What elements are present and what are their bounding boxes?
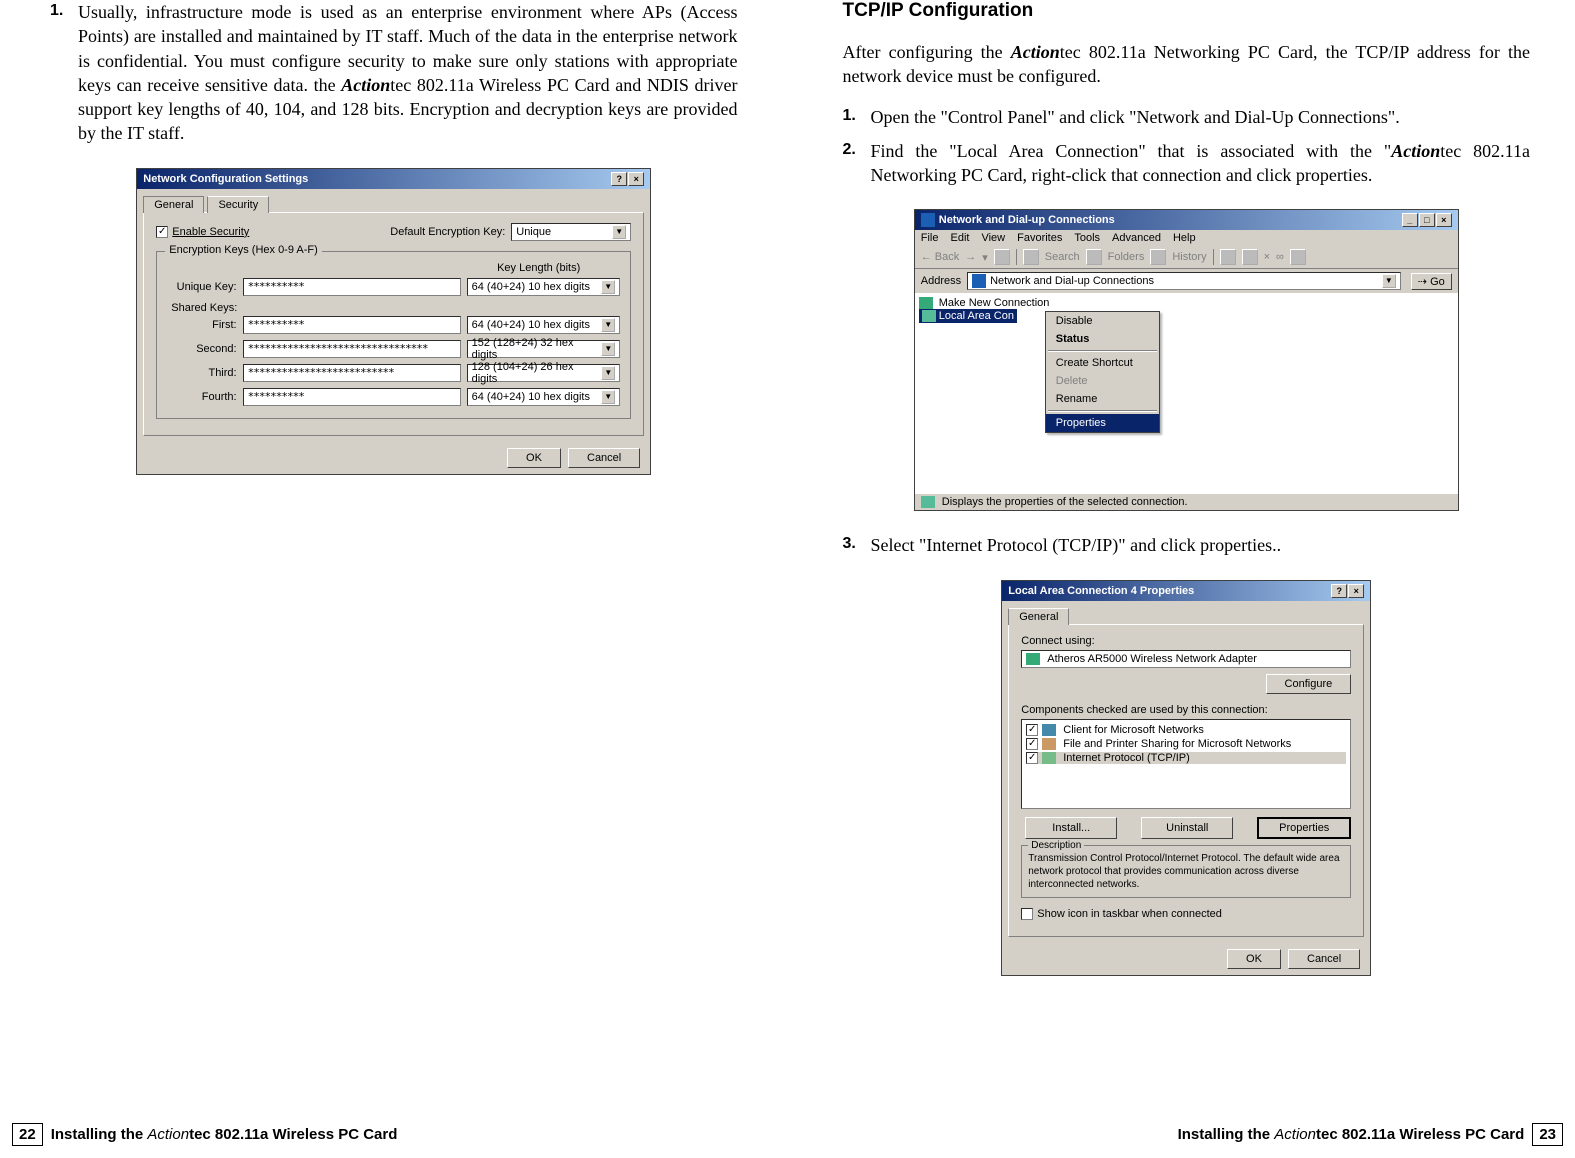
maximize-icon[interactable]: □ bbox=[1419, 213, 1435, 227]
adapter-icon bbox=[1026, 653, 1040, 665]
tab-general[interactable]: General bbox=[1008, 608, 1069, 625]
enable-security-checkbox[interactable]: ✓ Enable Security bbox=[156, 226, 249, 238]
connection-icon bbox=[919, 297, 933, 309]
ok-button[interactable]: OK bbox=[507, 448, 561, 468]
step-1-right: 1. Open the "Control Panel" and click "N… bbox=[843, 105, 1531, 129]
left-page: 1. Usually, infrastructure mode is used … bbox=[0, 0, 788, 1158]
second-key-input[interactable]: ******************************** bbox=[243, 340, 461, 358]
configure-button[interactable]: Configure bbox=[1266, 674, 1352, 694]
keylen-combo-3[interactable]: 128 (104+24) 26 hex digits▼ bbox=[467, 364, 621, 382]
menu-bar[interactable]: FileEditViewFavoritesToolsAdvancedHelp bbox=[915, 230, 1458, 246]
close-icon[interactable]: × bbox=[1436, 213, 1452, 227]
step-2-right: 2. Find the "Local Area Connection" that… bbox=[843, 139, 1531, 188]
step-3-right: 3. Select "Internet Protocol (TCP/IP)" a… bbox=[843, 533, 1531, 557]
intro-paragraph: After configuring the Actiontec 802.11a … bbox=[843, 40, 1531, 89]
step-text: Usually, infrastructure mode is used as … bbox=[78, 0, 738, 146]
footer-left: 22 Installing the Actiontec 802.11a Wire… bbox=[12, 1123, 397, 1146]
network-config-dialog: Network Configuration Settings ? × Gener… bbox=[136, 168, 651, 475]
unique-key-input[interactable]: ********** bbox=[243, 278, 461, 296]
go-button[interactable]: ⇢ Go bbox=[1411, 273, 1452, 290]
tab-general[interactable]: General bbox=[143, 196, 204, 213]
minimize-icon[interactable]: _ bbox=[1402, 213, 1418, 227]
explorer-toolbar: ← Back→▾ Search Folders History ×∞ bbox=[915, 246, 1458, 269]
history-icon[interactable] bbox=[1150, 249, 1166, 265]
right-page: TCP/IP Configuration After configuring t… bbox=[788, 0, 1575, 1158]
install-button[interactable]: Install... bbox=[1025, 817, 1117, 839]
tcpip-heading: TCP/IP Configuration bbox=[843, 0, 1531, 22]
help-icon[interactable]: ? bbox=[611, 172, 627, 186]
cancel-button[interactable]: Cancel bbox=[568, 448, 640, 468]
show-icon-checkbox[interactable]: Show icon in taskbar when connected bbox=[1021, 908, 1351, 920]
menu-delete: Delete bbox=[1046, 372, 1159, 390]
description-box: Description Transmission Control Protoco… bbox=[1021, 845, 1351, 898]
dialog-title: Network Configuration Settings bbox=[143, 173, 308, 185]
encryption-keys-group: Encryption Keys (Hex 0-9 A-F) Key Length… bbox=[156, 251, 631, 419]
help-icon[interactable]: ? bbox=[1331, 584, 1347, 598]
status-bar: Displays the properties of the selected … bbox=[915, 493, 1458, 510]
step-1-left: 1. Usually, infrastructure mode is used … bbox=[50, 0, 738, 146]
local-area-connection-item[interactable]: Local Area Con bbox=[919, 309, 1017, 323]
third-key-input[interactable]: ************************** bbox=[243, 364, 461, 382]
close-icon[interactable]: × bbox=[1348, 584, 1364, 598]
up-icon[interactable] bbox=[994, 249, 1010, 265]
menu-create-shortcut[interactable]: Create Shortcut bbox=[1046, 354, 1159, 372]
chevron-down-icon: ▼ bbox=[612, 225, 626, 239]
context-menu: Disable Status Create Shortcut Delete Re… bbox=[1045, 311, 1160, 433]
keylen-combo-4[interactable]: 64 (40+24) 10 hex digits▼ bbox=[467, 388, 621, 406]
fourth-key-input[interactable]: ********** bbox=[243, 388, 461, 406]
default-key-label: Default Encryption Key: bbox=[390, 226, 505, 238]
adapter-field: Atheros AR5000 Wireless Network Adapter bbox=[1021, 650, 1351, 668]
keylen-combo-2[interactable]: 152 (128+24) 32 hex digits▼ bbox=[467, 340, 621, 358]
folders-icon[interactable] bbox=[1086, 249, 1102, 265]
cancel-button[interactable]: Cancel bbox=[1288, 949, 1360, 969]
menu-rename[interactable]: Rename bbox=[1046, 390, 1159, 408]
page-number: 22 bbox=[12, 1123, 43, 1146]
menu-status[interactable]: Status bbox=[1046, 330, 1159, 348]
key-length-header: Key Length (bits) bbox=[167, 262, 620, 274]
ok-button[interactable]: OK bbox=[1227, 949, 1281, 969]
keylen-combo-0[interactable]: 64 (40+24) 10 hex digits▼ bbox=[467, 278, 621, 296]
dialog-titlebar: Network Configuration Settings ? × bbox=[137, 169, 650, 189]
folder-icon bbox=[921, 213, 935, 227]
tab-security[interactable]: Security bbox=[207, 196, 269, 213]
first-key-input[interactable]: ********** bbox=[243, 316, 461, 334]
close-icon[interactable]: × bbox=[628, 172, 644, 186]
step-number: 1. bbox=[50, 0, 78, 146]
footer-right: Installing the Actiontec 802.11a Wireles… bbox=[1178, 1123, 1563, 1146]
keylen-combo-1[interactable]: 64 (40+24) 10 hex digits▼ bbox=[467, 316, 621, 334]
explorer-body: Make New Connection Local Area Con Disab… bbox=[915, 293, 1458, 493]
views-icon[interactable] bbox=[1290, 249, 1306, 265]
search-icon[interactable] bbox=[1023, 249, 1039, 265]
address-combo[interactable]: Network and Dial-up Connections ▼ bbox=[967, 272, 1401, 290]
page-number: 23 bbox=[1532, 1123, 1563, 1146]
uninstall-button[interactable]: Uninstall bbox=[1141, 817, 1233, 839]
properties-button[interactable]: Properties bbox=[1257, 817, 1351, 839]
menu-disable[interactable]: Disable bbox=[1046, 312, 1159, 330]
default-key-combo[interactable]: Unique ▼ bbox=[511, 223, 631, 241]
components-listbox[interactable]: ✓Client for Microsoft Networks ✓File and… bbox=[1021, 719, 1351, 809]
menu-properties[interactable]: Properties bbox=[1046, 414, 1159, 432]
explorer-window: Network and Dial-up Connections _ □ × Fi… bbox=[914, 209, 1459, 511]
lac-properties-dialog: Local Area Connection 4 Properties ? × G… bbox=[1001, 580, 1371, 976]
